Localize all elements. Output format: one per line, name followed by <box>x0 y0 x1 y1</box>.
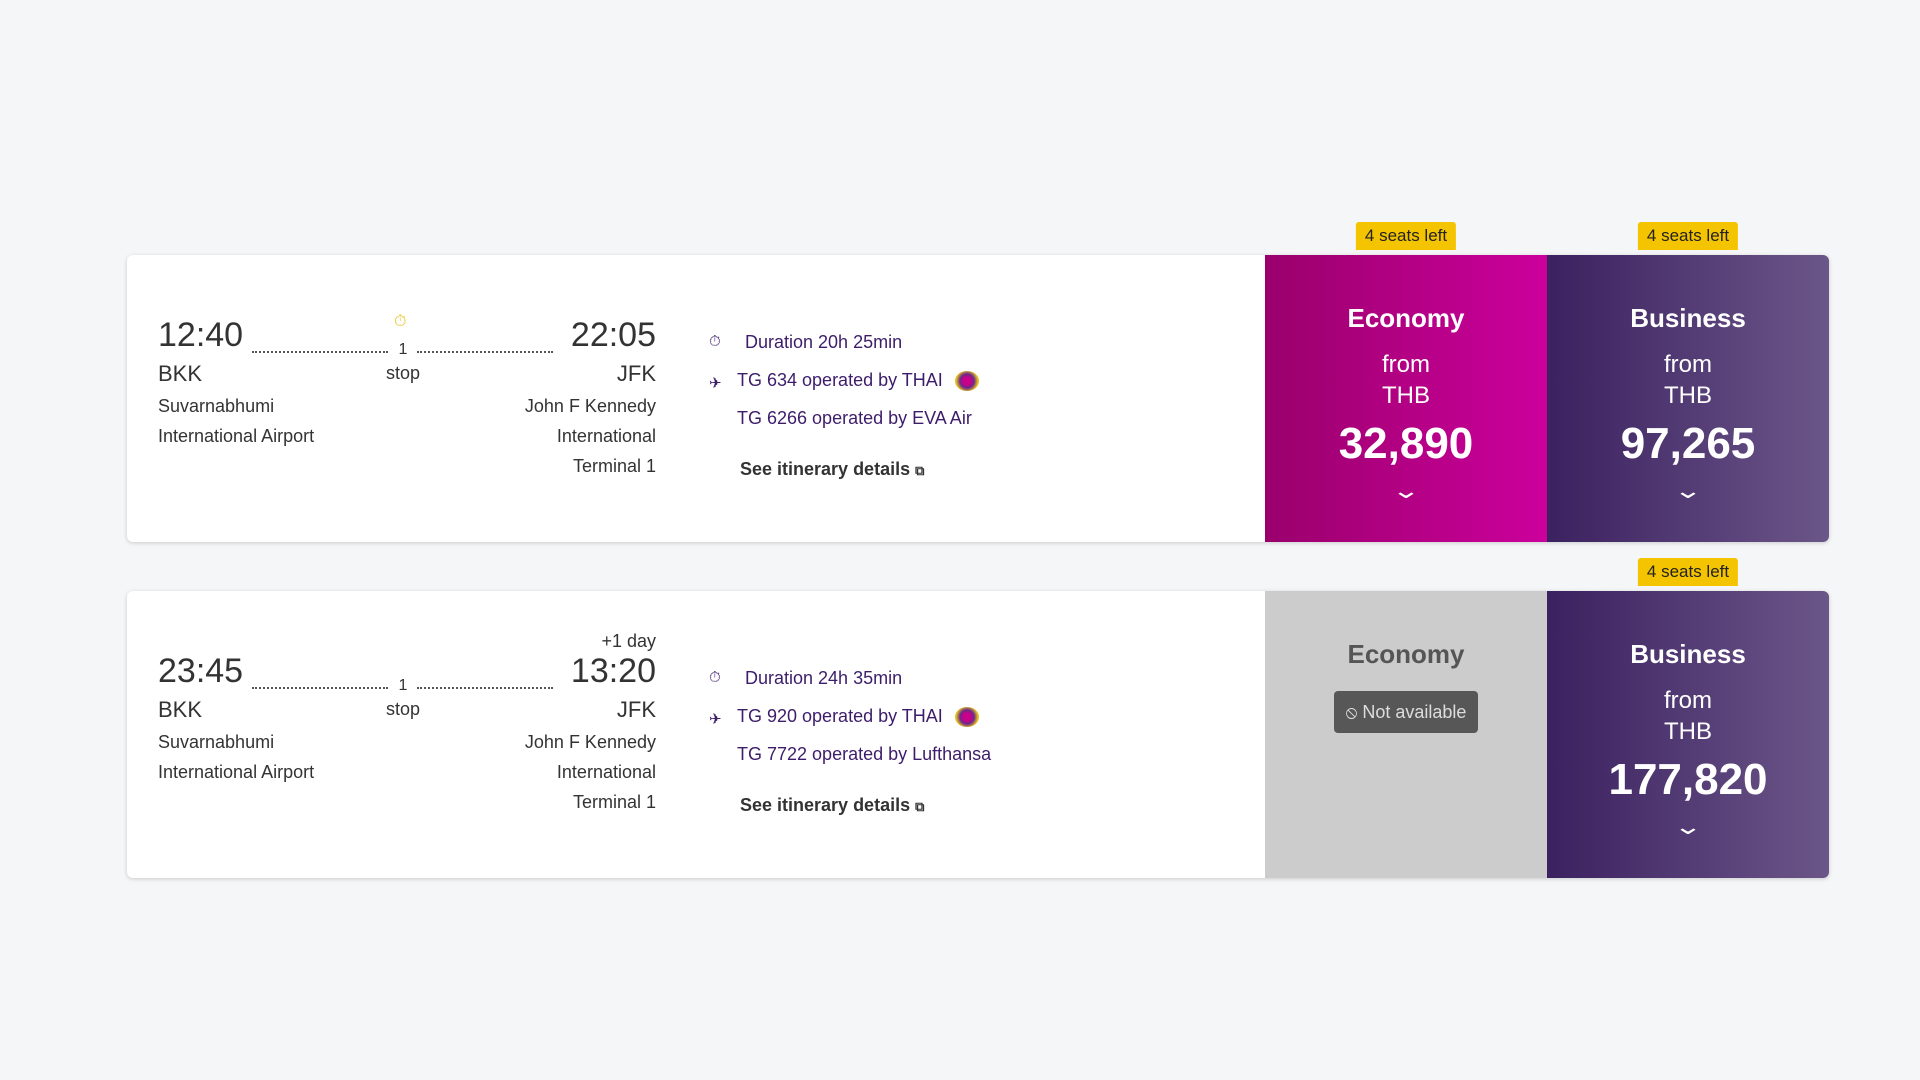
arrival-code: JFK <box>616 361 656 386</box>
airport-name: International <box>556 426 656 446</box>
cabin-title: Economy <box>1347 303 1465 333</box>
chevron-down-icon[interactable]: ⌄ <box>1391 478 1421 503</box>
departure-code: BKK <box>158 361 203 386</box>
flight-segment: ✈ TG 920 operated by THAI <box>709 705 979 728</box>
arrival-time: 13:20 <box>570 652 656 690</box>
airport-name: International <box>556 762 656 782</box>
link-text[interactable]: See itinerary details <box>740 459 911 479</box>
route-line <box>417 687 553 689</box>
chevron-down-icon[interactable]: ⌄ <box>1673 478 1703 503</box>
arrival-airport: John F Kennedy International Terminal 1 <box>525 391 656 481</box>
flight-number: TG 7722 operated by Lufthansa <box>737 744 992 764</box>
business-fare-button[interactable]: 4 seats left Business from THB 177,820 ⌄ <box>1547 558 1829 878</box>
price: 97,265 <box>1620 419 1756 468</box>
from-label: from <box>1664 687 1712 714</box>
stops-count: 1 <box>398 341 408 358</box>
status-text: Not available <box>1362 702 1467 722</box>
economy-fare-button[interactable]: 4 seats left Economy from THB 32,890 ⌄ <box>1265 222 1547 542</box>
flight-card: 23:45 1 stop +1 day 13:20 BKK JFK Suvarn… <box>127 558 1829 878</box>
seats-left-badge: 4 seats left <box>1355 222 1457 250</box>
duration: ⏱ Duration 20h 25min <box>709 331 903 353</box>
from-label: from <box>1382 351 1430 378</box>
stopwatch-icon: ⏱ <box>709 333 721 350</box>
plane-icon: ✈ <box>709 711 722 728</box>
cabin-title: Economy <box>1347 639 1465 669</box>
flight-card: ⏱ 12:40 1 stop 22:05 BKK JFK Suvarnabhum… <box>127 222 1829 542</box>
airport-name: Suvarnabhumi <box>158 396 275 416</box>
departure-time: 23:45 <box>158 652 244 690</box>
not-available-badge: ⦸ Not available <box>1333 691 1479 733</box>
airport-name: Suvarnabhumi <box>158 732 275 752</box>
route-line <box>252 687 388 689</box>
itinerary-details-link[interactable]: See itinerary details ⧉ <box>740 458 924 482</box>
arrival-airport: John F Kennedy International Terminal 1 <box>525 727 656 817</box>
cabin-title: Business <box>1630 303 1746 333</box>
departure-airport: Suvarnabhumi International Airport <box>158 391 314 451</box>
plane-icon: ✈ <box>709 375 722 392</box>
terminal: Terminal 1 <box>572 792 656 812</box>
route-line <box>252 351 388 353</box>
price: 177,820 <box>1608 755 1768 804</box>
stops-label: stop <box>385 699 421 719</box>
seats-left-badge: 4 seats left <box>1637 558 1739 586</box>
currency: THB <box>1664 382 1712 409</box>
price: 32,890 <box>1338 419 1474 468</box>
stopwatch-icon: ⏱ <box>709 669 721 686</box>
terminal: Terminal 1 <box>572 456 656 476</box>
flight-number: TG 634 operated by THAI <box>737 370 943 390</box>
departure-code: BKK <box>158 697 203 722</box>
departure-time: 12:40 <box>158 316 244 354</box>
route-line <box>417 351 553 353</box>
from-label: from <box>1664 351 1712 378</box>
currency: THB <box>1664 718 1712 745</box>
external-link-icon: ⧉ <box>915 463 925 478</box>
airport-name: International Airport <box>158 762 315 782</box>
airport-name: John F Kennedy <box>524 732 656 752</box>
currency: THB <box>1382 382 1430 409</box>
airport-name: John F Kennedy <box>524 396 656 416</box>
chevron-down-icon[interactable]: ⌄ <box>1673 814 1703 839</box>
seats-left-badge: 4 seats left <box>1637 222 1739 250</box>
duration-text: Duration 24h 35min <box>745 668 903 688</box>
external-link-icon: ⧉ <box>915 799 925 814</box>
flight-number: TG 920 operated by THAI <box>737 706 943 726</box>
day-offset: +1 day <box>601 631 656 651</box>
stopwatch-icon: ⏱ <box>394 313 407 330</box>
itinerary-details-link[interactable]: See itinerary details ⧉ <box>740 794 924 818</box>
duration-text: Duration 20h 25min <box>745 332 903 352</box>
cabin-title: Business <box>1630 639 1746 669</box>
arrival-code: JFK <box>616 697 656 722</box>
economy-fare-unavailable: Economy ⦸ Not available <box>1265 591 1547 878</box>
flight-number: TG 6266 operated by EVA Air <box>737 408 972 428</box>
thai-airways-logo <box>954 371 979 392</box>
arrival-time: 22:05 <box>570 316 656 354</box>
thai-airways-logo <box>954 707 979 728</box>
block-icon: ⦸ <box>1345 702 1358 722</box>
departure-airport: Suvarnabhumi International Airport <box>158 727 314 787</box>
airport-name: International Airport <box>158 426 315 446</box>
duration: ⏱ Duration 24h 35min <box>709 667 903 689</box>
flight-segment: ✈ TG 634 operated by THAI <box>709 369 979 392</box>
link-text[interactable]: See itinerary details <box>740 795 911 815</box>
stops-label: stop <box>385 363 421 383</box>
business-fare-button[interactable]: 4 seats left Business from THB 97,265 ⌄ <box>1547 222 1829 542</box>
stops-count: 1 <box>398 677 408 694</box>
